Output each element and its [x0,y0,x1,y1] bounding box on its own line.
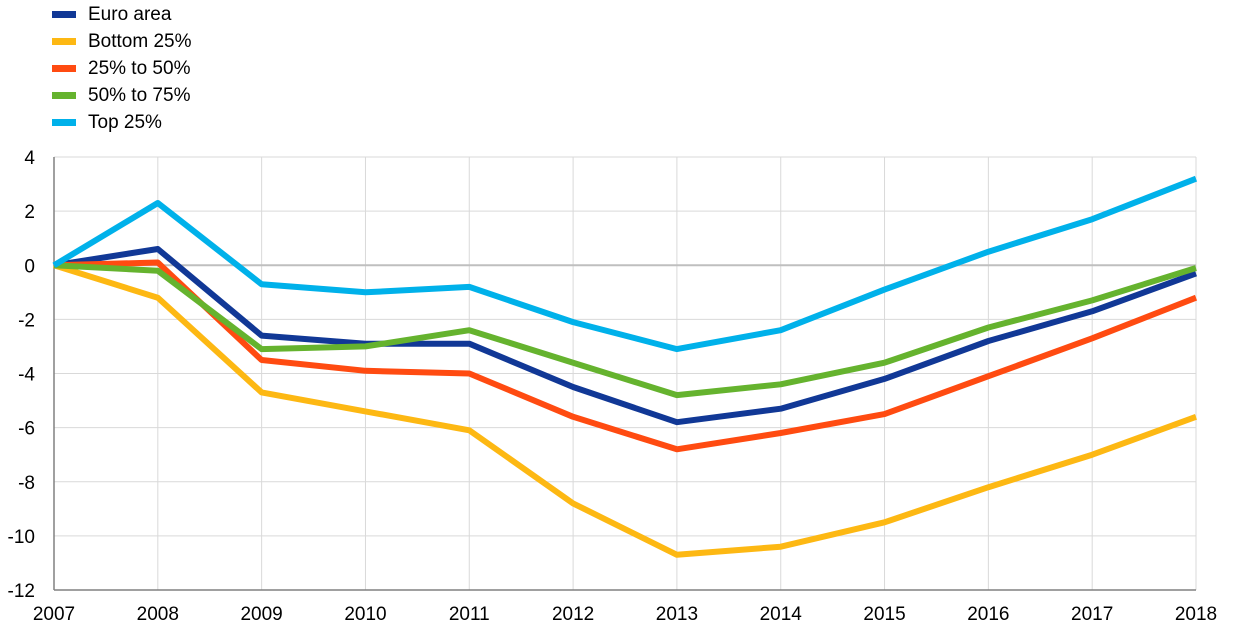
x-tick-label: 2016 [967,604,1009,625]
y-tick-label: 0 [24,256,35,277]
x-tick-label: 2017 [1071,604,1113,625]
legend-swatch [52,119,76,126]
y-tick-label: 2 [24,202,35,223]
legend-swatch [52,38,76,45]
series-line [53,246,1198,426]
y-tick-label: 4 [24,148,35,169]
legend-label: 25% to 50% [88,58,191,79]
y-tick-label: -2 [18,310,35,331]
y-tick-label: -8 [18,473,35,494]
series-line [53,262,1197,399]
x-tick-label: 2018 [1175,604,1217,625]
y-tick-label: -4 [18,365,35,386]
legend-swatch [52,92,76,99]
x-tick-label: 2013 [656,604,698,625]
x-tick-label: 2007 [33,604,75,625]
legend-label: Euro area [88,4,172,25]
x-tick-label: 2009 [240,604,282,625]
x-tick-label: 2011 [449,604,490,625]
x-tick-label: 2014 [760,604,803,625]
legend-swatch [52,65,76,72]
x-tick-label: 2010 [344,604,386,625]
legend-label: Bottom 25% [88,31,192,52]
series-line [53,259,1198,453]
series-line [52,175,1198,353]
y-tick-label: -10 [8,527,35,548]
legend-label: 50% to 75% [88,85,191,106]
x-tick-label: 2015 [863,604,905,625]
legend-swatch [52,11,76,18]
y-tick-label: -12 [8,581,35,602]
x-tick-label: 2008 [137,604,179,625]
legend-label: Top 25% [88,112,162,133]
y-tick-label: -6 [18,419,35,440]
series-line [53,262,1198,558]
x-tick-label: 2012 [552,604,594,625]
